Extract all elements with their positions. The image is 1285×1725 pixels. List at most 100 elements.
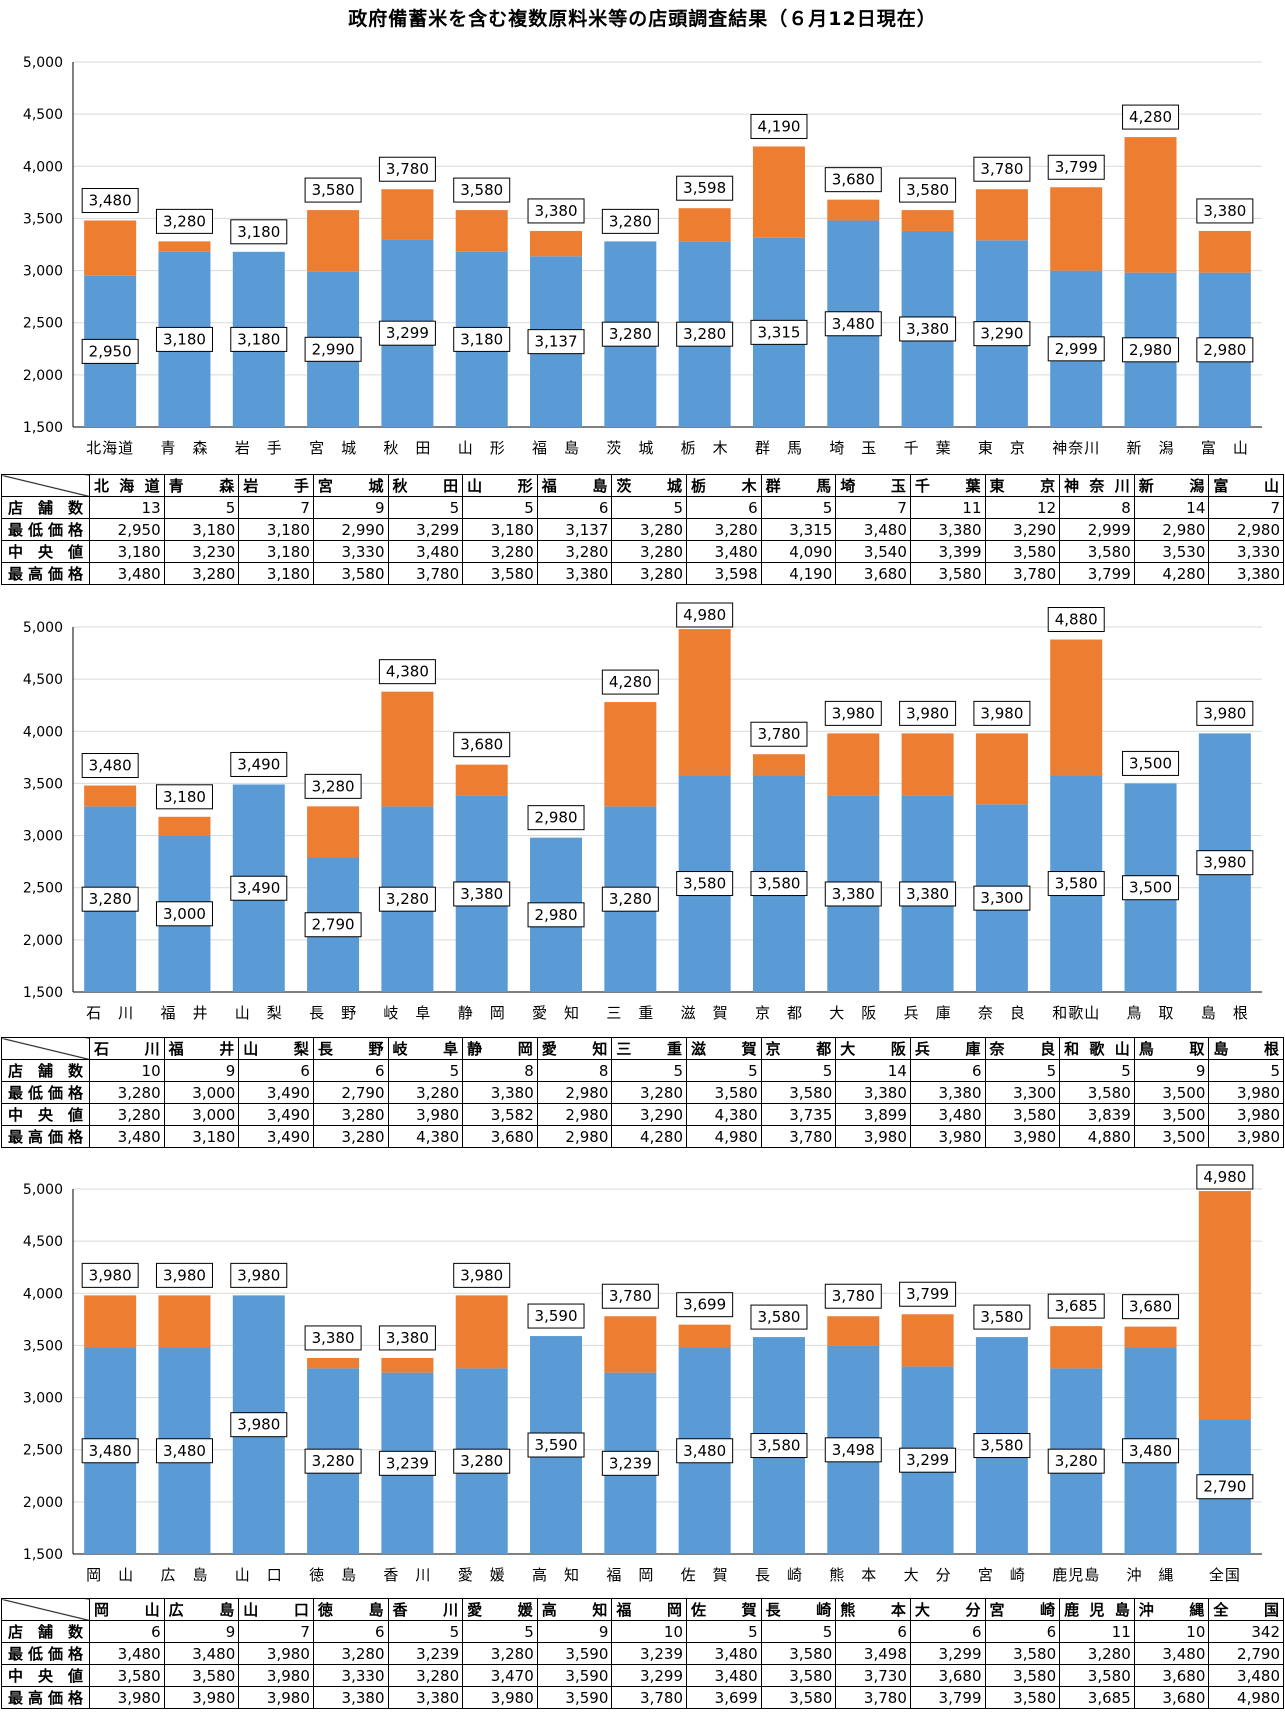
table-column-header: 大 分 [909, 1598, 986, 1621]
table-cell: 3,480 [163, 1642, 240, 1665]
table-cell: 3,490 [238, 1081, 314, 1104]
max-label-box [824, 167, 882, 193]
bar-max-price [975, 733, 1028, 805]
max-value-label: 3,490 [237, 755, 280, 773]
table-cell: 3,580 [760, 1686, 837, 1709]
table-cell: 3,480 [686, 1664, 762, 1687]
min-value-label: 3,380 [832, 885, 875, 903]
table-column-header: 石 川 [89, 1037, 165, 1060]
table-column-header: 山 梨 [238, 1037, 314, 1060]
table-column-header: 奈 良 [984, 1037, 1061, 1060]
table-cell: 2,990 [312, 518, 389, 541]
max-label-box [230, 1262, 288, 1288]
x-tick-label: 秋 田 [383, 439, 431, 457]
max-label-box [230, 751, 288, 777]
table-cell: 3,980 [984, 1125, 1061, 1148]
min-value-label: 3,280 [460, 1452, 503, 1470]
table-cell: 6 [984, 1620, 1061, 1643]
table-header-row: 岡 山広 島山 口徳 島香 川愛 媛高 知福 岡佐 賀長 崎熊 本大 分宮 崎鹿… [1, 1598, 1284, 1621]
min-label-box [824, 881, 882, 907]
bar-max-price [1198, 230, 1251, 273]
table-row: 最高価格 3,480 3,280 3,180 3,580 3,780 3,580 3,380 3… [1, 562, 1284, 585]
table-cell: 3,980 [238, 1642, 314, 1665]
bar-max-price [84, 785, 137, 807]
max-value-label: 3,380 [312, 1329, 355, 1347]
max-label-box [527, 805, 585, 831]
table-cell: 3,480 [89, 562, 165, 585]
table-cell: 3,480 [686, 1642, 762, 1665]
table-column-header: 沖 縄 [1133, 1598, 1210, 1621]
min-value-label: 3,380 [906, 320, 949, 338]
table-row: 店舗数 6 9 7 6 5 5 9 10 5 5 6 6 6 11 10 342 [1, 1620, 1284, 1643]
min-value-label: 3,280 [89, 890, 132, 908]
bar-chart-3: 1,500 2,000 2,500 3,000 3,500 4,000 4,500 5,000… [23, 1164, 1262, 1584]
table-cell: 3,380 [909, 1081, 986, 1104]
table-cell: 3,580 [984, 1642, 1061, 1665]
x-tick-label: 埼 玉 [829, 439, 877, 457]
x-tick-label: 福 井 [160, 1004, 208, 1022]
min-label-box [899, 1447, 957, 1473]
table-cell: 3,490 [238, 1125, 314, 1148]
table-cell: 3,280 [312, 1642, 389, 1665]
table-column-header: 広 島 [163, 1598, 240, 1621]
bar-chart-2: 1,500 2,000 2,500 3,000 3,500 4,000 4,500 5,000… [23, 602, 1262, 1022]
bar-max-price [455, 1295, 508, 1369]
min-value-label: 3,299 [906, 1451, 949, 1469]
table-cell: 3,180 [163, 1125, 240, 1148]
table-cell: 5 [760, 496, 837, 519]
min-label-box [750, 871, 808, 897]
table-cell: 2,980 [1208, 518, 1284, 541]
max-value-label: 3,780 [757, 725, 800, 743]
y-tick-label: 1,500 [23, 1547, 63, 1563]
max-label-box [973, 1304, 1031, 1330]
table-column-header: 宮 崎 [984, 1598, 1061, 1621]
x-tick-label: 愛 媛 [458, 1566, 506, 1584]
bar-max-price [158, 816, 211, 836]
table-cell: 3,180 [462, 518, 538, 541]
table-cell: 5 [760, 1059, 837, 1082]
min-label-box [601, 1450, 659, 1476]
table-column-header: 熊 本 [835, 1598, 911, 1621]
max-label-box [824, 1283, 882, 1309]
table-row: 店舗数 10 9 6 6 5 8 8 5 5 5 14 6 5 5 9 5 [1, 1059, 1284, 1082]
max-label-box [1047, 1293, 1105, 1319]
min-label-box [1196, 337, 1254, 363]
min-label-box [824, 1437, 882, 1463]
max-label-box [899, 700, 957, 726]
x-tick-label: 福 島 [532, 439, 580, 457]
table-cell: 3,000 [163, 1081, 240, 1104]
max-value-label: 2,980 [535, 809, 578, 827]
table-column-header: 愛 知 [536, 1037, 613, 1060]
data-table-2: 石 川福 井山 梨長 野岐 阜静 岡愛 知三 重滋 賀京 都大 阪兵 庫奈 良和… [1, 1037, 1284, 1148]
table-cell: 5 [387, 1059, 464, 1082]
bar-max-price [901, 733, 954, 796]
min-label-box [230, 875, 288, 901]
table-cell: 3,500 [1133, 1125, 1210, 1148]
x-tick-label: 山 口 [235, 1566, 283, 1584]
x-tick-label: 長 崎 [755, 1566, 803, 1584]
table-cell: 14 [835, 1059, 911, 1082]
table-cell: 4,090 [760, 540, 837, 563]
table-row-label: 店舗数 [1, 1620, 90, 1643]
min-value-label: 3,280 [609, 325, 652, 343]
min-label-box [378, 886, 436, 912]
x-tick-label: 大 分 [904, 1566, 952, 1584]
max-label-box [155, 1262, 213, 1288]
table-cell: 3,980 [1208, 1081, 1284, 1104]
table-row-label: 最低価格 [1, 1642, 90, 1665]
y-tick-label: 2,000 [23, 368, 63, 384]
table-cell: 3,480 [387, 540, 464, 563]
min-value-label: 3,590 [535, 1436, 578, 1454]
min-label-box [81, 886, 139, 912]
table-cell: 3,590 [536, 1664, 613, 1687]
table-cell: 4,190 [760, 562, 837, 585]
max-label-box [973, 156, 1031, 182]
max-label-box [601, 669, 659, 695]
max-label-box [1047, 154, 1105, 180]
max-value-label: 3,180 [237, 223, 280, 241]
table-cell: 3,239 [611, 1642, 687, 1665]
bar-max-price [827, 199, 880, 221]
table-cell: 10 [89, 1059, 165, 1082]
table-row: 最低価格 3,480 3,480 3,980 3,280 3,239 3,280 3,590 3… [1, 1642, 1284, 1665]
table-column-header: 福 島 [536, 474, 613, 497]
